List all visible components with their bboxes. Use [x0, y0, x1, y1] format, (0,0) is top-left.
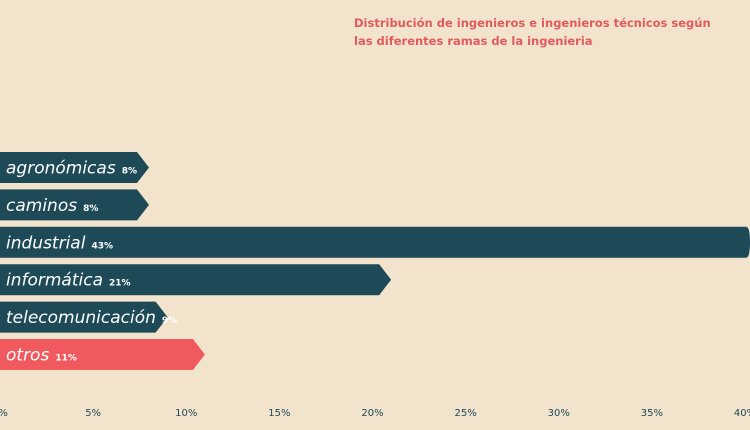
bar-otros	[0, 339, 205, 370]
bar-value-telecomunicación: 9%	[162, 316, 177, 326]
x-tick-label: 20%	[361, 408, 383, 419]
x-tick-label: 0%	[0, 408, 8, 419]
bar-label-informática: informática	[6, 271, 103, 291]
bar-label-otros: otros	[6, 346, 49, 366]
chart-title-line-2: las diferentes ramas de la ingenieria	[354, 34, 593, 48]
bar-value-industrial: 43%	[91, 241, 113, 251]
bar-caminos	[0, 189, 149, 221]
bar-value-informática: 21%	[109, 279, 131, 289]
bar-informática	[0, 264, 392, 296]
x-tick-label: 40%	[734, 408, 750, 419]
x-tick-label: 5%	[85, 408, 101, 419]
x-tick-label: 35%	[641, 408, 663, 419]
bar-value-caminos: 8%	[83, 204, 98, 214]
bar-value-otros: 11%	[55, 354, 77, 364]
bar-label-industrial: industrial	[6, 233, 86, 253]
bar-label-telecomunicación: telecomunicación	[6, 308, 156, 328]
bar-label-caminos: caminos	[6, 196, 77, 216]
x-tick-label: 25%	[455, 408, 477, 419]
bar-industrial	[0, 226, 750, 258]
bar-label-agronómicas: agronómicas	[6, 159, 116, 179]
x-tick-label: 15%	[268, 408, 290, 419]
bar-telecomunicación	[0, 301, 168, 333]
x-tick-label: 10%	[175, 408, 197, 419]
x-tick-label: 30%	[548, 408, 570, 419]
chart-title: Distribución de ingenieros e ingenieros …	[354, 14, 714, 50]
bar-value-agronómicas: 8%	[122, 167, 137, 177]
bar-agronómicas	[0, 152, 149, 183]
chart-title-line-1: Distribución de ingenieros e ingenieros …	[354, 16, 711, 30]
